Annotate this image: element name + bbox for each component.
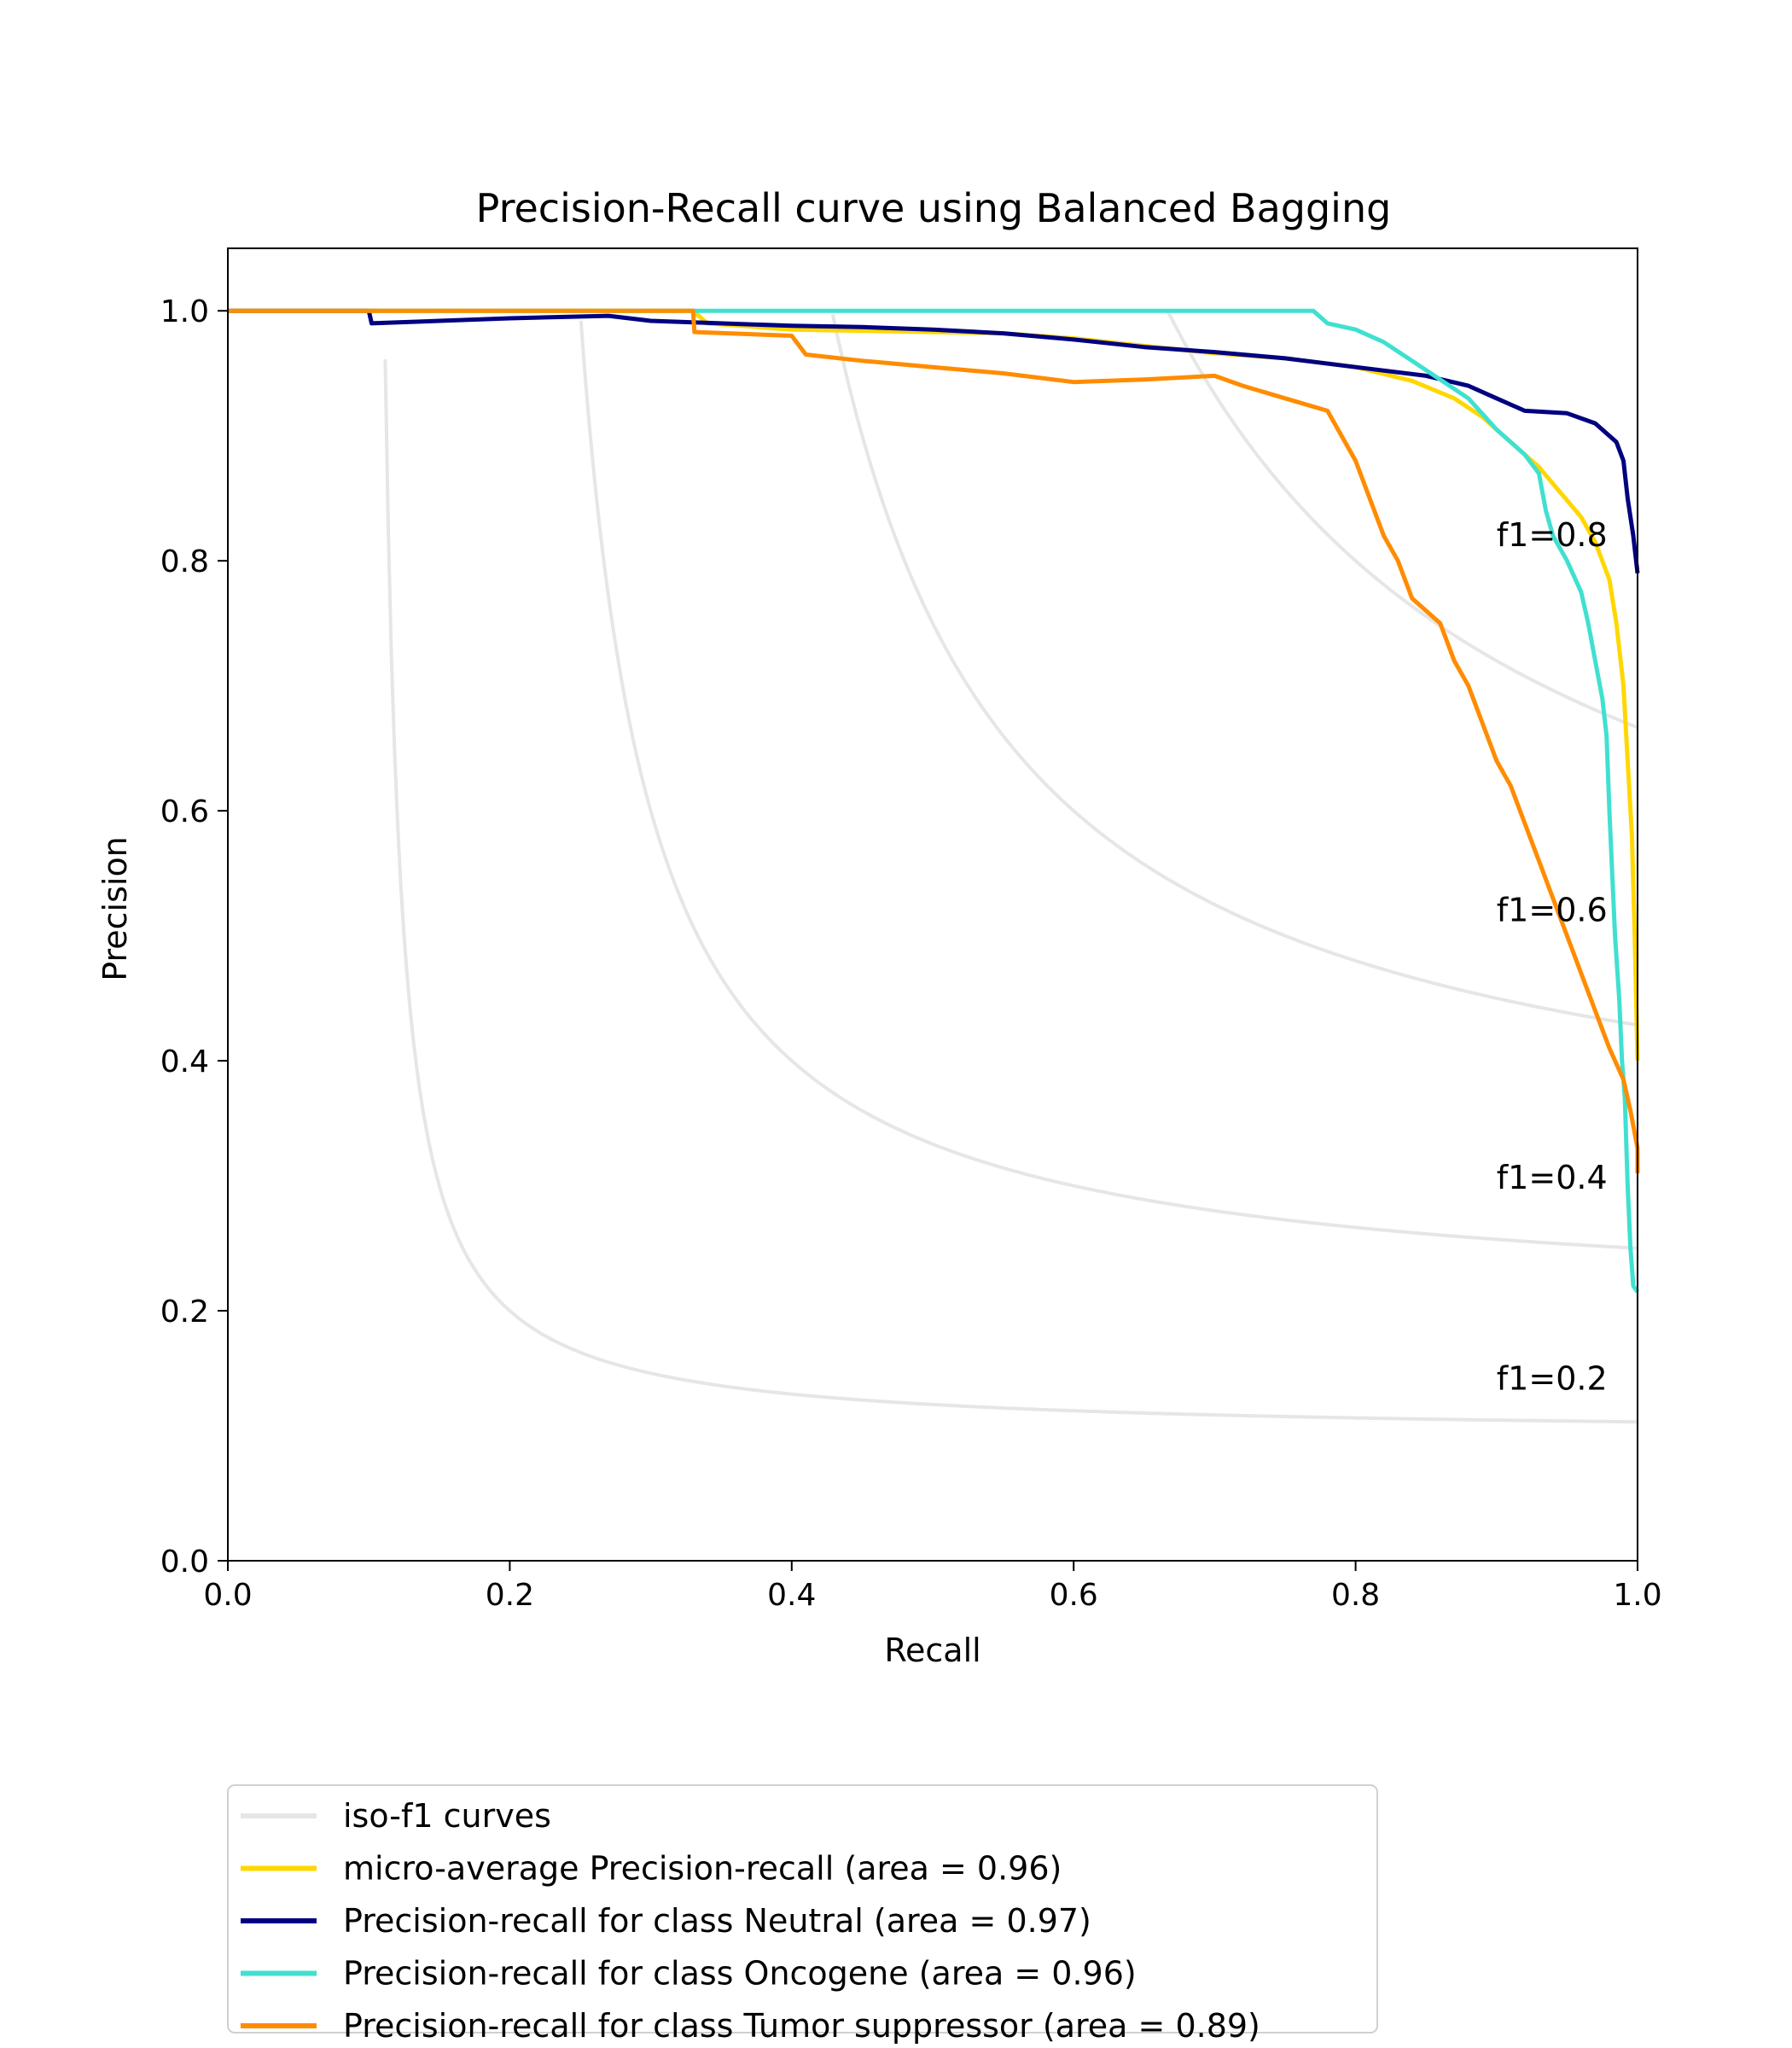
- series-line: [228, 308, 1640, 1062]
- legend-label: Precision-recall for class Neutral (area…: [343, 1902, 1091, 1940]
- iso-f1-curve: [1167, 311, 1638, 730]
- series-line: [228, 308, 1640, 1173]
- legend-items: iso-f1 curves micro-average Precision-rec…: [241, 1797, 1260, 2045]
- axis-ticks: 0.0 0.2 0.4 0.6 0.8 1.0 0.0 0.2 0.4 0.6 0.8 1.0: [160, 294, 1662, 1613]
- iso-f1-label: f1=0.4: [1497, 1159, 1608, 1196]
- y-tick-label: 0.8: [160, 544, 209, 579]
- y-tick-label: 0.6: [160, 794, 209, 829]
- chart-title: Precision-Recall curve using Balanced Ba…: [476, 185, 1392, 231]
- legend-frame: [227, 1784, 1378, 2033]
- x-tick-label: 0.2: [486, 1578, 534, 1613]
- legend-label: Precision-recall for class Oncogene (are…: [343, 1955, 1137, 1993]
- legend-label: Precision-recall for class Tumor suppres…: [343, 2007, 1260, 2045]
- x-tick-label: 0.0: [203, 1578, 252, 1613]
- y-tick-label: 0.0: [160, 1545, 209, 1580]
- series-line: [228, 308, 1640, 574]
- x-tick-label: 1.0: [1613, 1578, 1661, 1613]
- legend-label: micro-average Precision-recall (area = 0…: [343, 1850, 1062, 1888]
- x-tick-label: 0.8: [1331, 1578, 1380, 1613]
- iso-f1-curve: [383, 358, 1638, 1424]
- iso-f1-layer: [383, 311, 1638, 1424]
- x-axis-label: Recall: [884, 1632, 980, 1669]
- iso-f1-label: f1=0.2: [1497, 1360, 1608, 1398]
- iso-f1-curve: [579, 320, 1638, 1250]
- iso-f1-label: f1=0.6: [1497, 891, 1608, 928]
- series-layer: [228, 308, 1640, 1294]
- legend: iso-f1 curves micro-average Precision-rec…: [227, 1784, 1378, 2045]
- plot-frame: [227, 247, 1638, 1562]
- y-axis-label: Precision: [96, 836, 134, 981]
- legend-label: iso-f1 curves: [343, 1797, 551, 1835]
- x-tick-label: 0.4: [767, 1578, 816, 1613]
- iso-f1-label: f1=0.8: [1497, 516, 1608, 554]
- iso-f1-curve: [830, 313, 1638, 1027]
- x-tick-label: 0.6: [1050, 1578, 1098, 1613]
- y-tick-label: 1.0: [160, 294, 209, 329]
- y-tick-label: 0.4: [160, 1044, 209, 1079]
- y-tick-label: 0.2: [160, 1295, 209, 1329]
